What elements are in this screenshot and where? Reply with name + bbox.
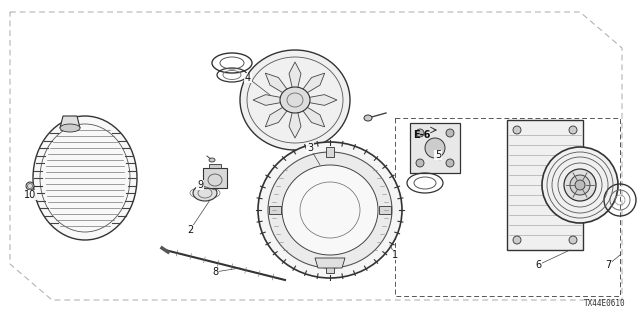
Text: 6: 6: [535, 260, 541, 270]
Polygon shape: [203, 168, 227, 188]
Polygon shape: [315, 258, 345, 268]
Ellipse shape: [193, 185, 217, 201]
Circle shape: [416, 129, 424, 137]
Text: E-6: E-6: [413, 130, 430, 140]
Bar: [326, 147, 334, 157]
Ellipse shape: [364, 115, 372, 121]
Ellipse shape: [209, 158, 215, 162]
Ellipse shape: [268, 152, 392, 268]
Text: 5: 5: [435, 150, 441, 160]
Polygon shape: [60, 116, 80, 128]
Polygon shape: [410, 123, 460, 173]
Ellipse shape: [240, 50, 350, 150]
Bar: [326, 263, 334, 273]
Ellipse shape: [33, 116, 137, 240]
Polygon shape: [507, 120, 583, 250]
Polygon shape: [295, 100, 324, 127]
Polygon shape: [289, 100, 301, 138]
Circle shape: [513, 126, 521, 134]
Polygon shape: [295, 73, 324, 100]
Circle shape: [513, 236, 521, 244]
Text: 8: 8: [212, 267, 218, 277]
Text: 7: 7: [605, 260, 611, 270]
Circle shape: [569, 126, 577, 134]
Ellipse shape: [258, 142, 402, 278]
Bar: [269, 206, 281, 214]
Ellipse shape: [282, 165, 378, 255]
Bar: [379, 206, 391, 214]
Text: 9: 9: [197, 180, 203, 190]
Ellipse shape: [575, 180, 585, 190]
Ellipse shape: [564, 169, 596, 201]
Circle shape: [569, 236, 577, 244]
Ellipse shape: [570, 175, 590, 195]
Polygon shape: [209, 164, 221, 168]
Polygon shape: [266, 100, 295, 127]
Text: 1: 1: [392, 250, 398, 260]
Polygon shape: [253, 95, 295, 105]
Text: 2: 2: [187, 225, 193, 235]
Ellipse shape: [542, 147, 618, 223]
Text: 3: 3: [307, 143, 313, 153]
Text: TX44E0610: TX44E0610: [584, 299, 625, 308]
Circle shape: [446, 129, 454, 137]
Ellipse shape: [280, 87, 310, 113]
Circle shape: [26, 182, 34, 190]
Polygon shape: [266, 73, 295, 100]
Polygon shape: [295, 95, 337, 105]
Ellipse shape: [60, 124, 80, 132]
Ellipse shape: [425, 138, 445, 158]
Text: 10: 10: [24, 190, 36, 200]
Circle shape: [446, 159, 454, 167]
Polygon shape: [289, 62, 301, 100]
Circle shape: [416, 159, 424, 167]
Text: 4: 4: [245, 73, 251, 83]
